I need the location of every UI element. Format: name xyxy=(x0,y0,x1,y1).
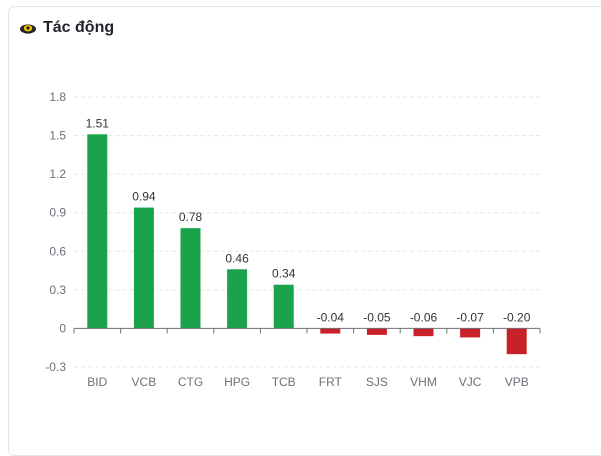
x-tick-label: VHM xyxy=(410,375,437,389)
data-label: 0.78 xyxy=(179,210,203,224)
x-tick-label: VCB xyxy=(132,375,157,389)
data-label: 0.34 xyxy=(272,267,296,281)
bar-sjs xyxy=(366,328,387,335)
bar-frt xyxy=(320,328,341,334)
impact-icon xyxy=(20,24,36,34)
y-tick-label: 0 xyxy=(59,321,66,335)
data-label: -0.04 xyxy=(317,310,345,324)
y-tick-label: -0.3 xyxy=(45,360,66,374)
y-tick-label: 1.2 xyxy=(49,167,66,181)
impact-bar-chart: 1.8 1.5 1.2 0.9 0.6 0.3 0 -0.3 1.51 0.94 0.78 0.46… xyxy=(45,90,541,389)
x-tick-label: TCB xyxy=(272,375,296,389)
x-tick-label: BID xyxy=(87,375,107,389)
bar-vjc xyxy=(460,328,481,338)
x-axis xyxy=(73,327,541,334)
x-tick-label: VPB xyxy=(505,375,529,389)
data-label: -0.05 xyxy=(363,310,391,324)
bar-ctg xyxy=(180,228,201,329)
bar-series xyxy=(87,134,527,355)
y-tick-label: 1.8 xyxy=(49,90,66,104)
data-label: -0.20 xyxy=(503,310,531,324)
data-label: -0.06 xyxy=(410,310,438,324)
bar-vcb xyxy=(133,207,154,329)
x-tick-label: VJC xyxy=(459,375,482,389)
bar-vpb xyxy=(506,328,527,355)
bar-vhm xyxy=(413,328,434,337)
data-label: -0.07 xyxy=(456,310,484,324)
data-labels: 1.51 0.94 0.78 0.46 0.34 -0.04 -0.05 -0.06 -0.07… xyxy=(86,116,531,324)
y-axis-ticks: 1.8 1.5 1.2 0.9 0.6 0.3 0 -0.3 xyxy=(45,90,66,374)
bar-tcb xyxy=(273,284,294,329)
data-label: 1.51 xyxy=(86,116,110,130)
bar-bid xyxy=(87,134,108,329)
y-tick-label: 0.6 xyxy=(49,244,66,258)
y-tick-label: 1.5 xyxy=(49,129,66,143)
x-axis-ticks: BID VCB CTG HPG TCB FRT SJS VHM VJC VPB xyxy=(87,375,528,389)
y-tick-label: 0.3 xyxy=(49,283,66,297)
card-title: Tác động xyxy=(43,19,115,36)
data-label: 0.46 xyxy=(225,251,249,265)
y-tick-label: 0.9 xyxy=(49,206,66,220)
x-tick-label: FRT xyxy=(319,375,343,389)
data-label: 0.94 xyxy=(132,190,156,204)
x-tick-label: HPG xyxy=(224,375,250,389)
card-header: Tác động xyxy=(19,18,114,38)
bar-hpg xyxy=(227,269,248,329)
x-tick-label: SJS xyxy=(366,375,388,389)
x-tick-label: CTG xyxy=(178,375,203,389)
